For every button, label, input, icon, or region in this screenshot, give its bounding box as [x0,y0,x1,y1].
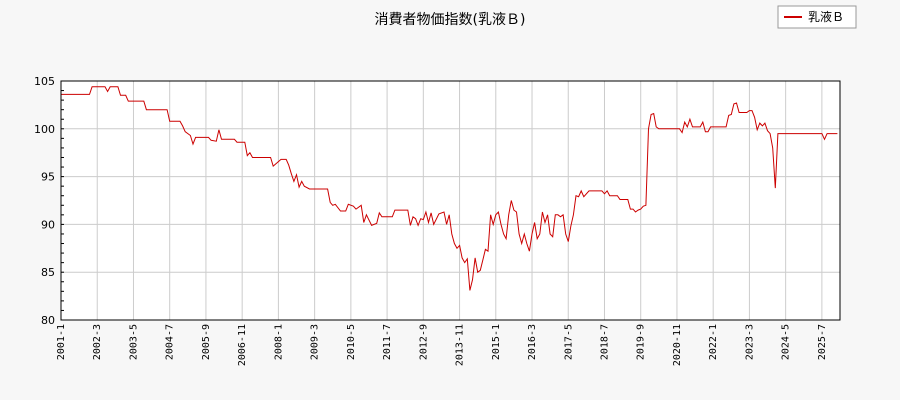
plot-area [61,81,840,320]
x-tick-label: 2006-11 [237,324,248,366]
plot-border [60,80,841,321]
series-line [61,86,838,291]
y-tick-label: 105 [34,75,55,88]
x-tick-label: 2024-5 [781,324,792,360]
x-tick-label: 2005-9 [201,324,212,360]
y-tick-label: 90 [41,218,55,231]
x-tick-label: 2018-7 [599,324,610,360]
x-tick-label: 2001-1 [56,324,67,360]
y-axis-ticks: 80 85 90 95 100 105 [34,75,64,327]
x-tick-label: 2009-3 [310,324,321,360]
x-tick-label: 2015-1 [491,324,502,360]
x-tick-label: 2022-1 [708,324,719,360]
x-axis-ticks: 2001-1 2002-3 2003-5 2004-7 2005-9 2006-11 200… [56,324,828,366]
x-tick-label: 2023-3 [744,324,755,360]
x-tick-label: 2012-9 [418,324,429,360]
chart-title: 消費者物価指数(乳液Ｂ) [375,12,526,28]
y-tick-label: 100 [34,123,55,136]
legend: 乳液Ｂ [777,5,857,29]
x-tick-label: 2003-5 [128,324,139,360]
legend-box [777,5,857,29]
x-tick-label: 2008-1 [273,324,284,360]
x-tick-label: 2011-7 [382,324,393,360]
y-tick-label: 95 [41,171,55,184]
y-tick-label: 80 [41,314,55,327]
x-tick-label: 2016-3 [527,324,538,360]
x-tick-label: 2010-5 [346,324,357,360]
x-tick-label: 2002-3 [92,324,103,360]
x-tick-label: 2019-9 [636,324,647,360]
x-tick-label: 2013-11 [455,324,466,366]
x-tick-label: 2020-11 [672,324,683,366]
x-tick-label: 2025-7 [817,324,828,360]
x-tick-label: 2017-5 [563,324,574,360]
y-tick-label: 85 [41,266,55,279]
legend-label: 乳液Ｂ [808,9,844,24]
x-tick-label: 2004-7 [165,324,176,360]
